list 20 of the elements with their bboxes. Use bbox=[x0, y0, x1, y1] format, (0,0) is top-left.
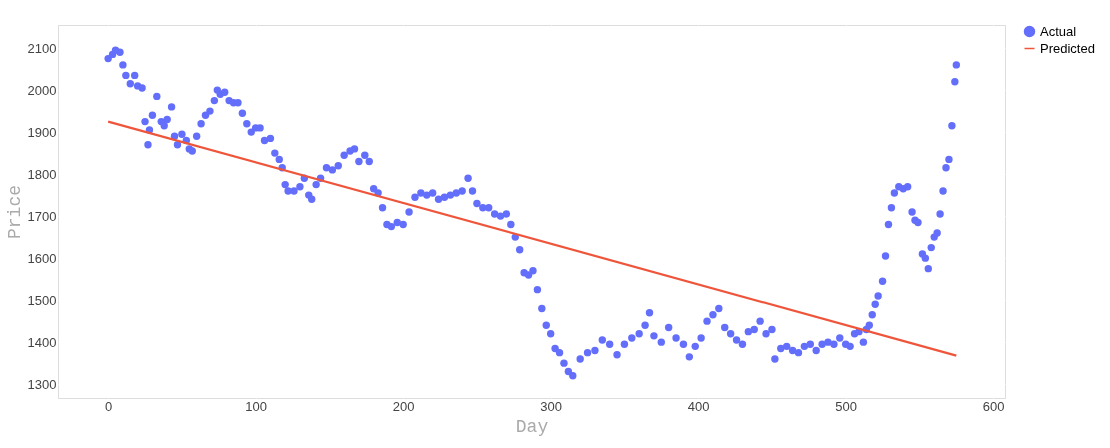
y-tick-label: 1800 bbox=[27, 166, 57, 182]
y-axis-title: Price bbox=[4, 184, 25, 240]
x-tick-label: 200 bbox=[392, 398, 415, 414]
y-tick-label: 1400 bbox=[27, 334, 57, 350]
x-axis-title: Day bbox=[515, 416, 549, 437]
y-tick-label: 1300 bbox=[27, 376, 57, 392]
y-tick-label: 1500 bbox=[27, 292, 57, 308]
legend-label: Actual bbox=[1040, 23, 1077, 39]
x-tick-label: 100 bbox=[245, 398, 268, 414]
x-tick-label: 500 bbox=[835, 398, 858, 414]
x-tick-label: 300 bbox=[540, 398, 563, 414]
y-tick-label: 2000 bbox=[27, 82, 57, 98]
x-tick-label: 400 bbox=[687, 398, 710, 414]
y-tick-label: 2100 bbox=[27, 40, 57, 56]
x-tick-label: 600 bbox=[982, 398, 1005, 414]
y-tick-label: 1700 bbox=[27, 208, 57, 224]
legend-label: Predicted bbox=[1040, 40, 1095, 56]
x-tick-label: 0 bbox=[105, 398, 113, 414]
y-tick-label: 1600 bbox=[27, 250, 57, 266]
y-tick-label: 1900 bbox=[27, 124, 57, 140]
